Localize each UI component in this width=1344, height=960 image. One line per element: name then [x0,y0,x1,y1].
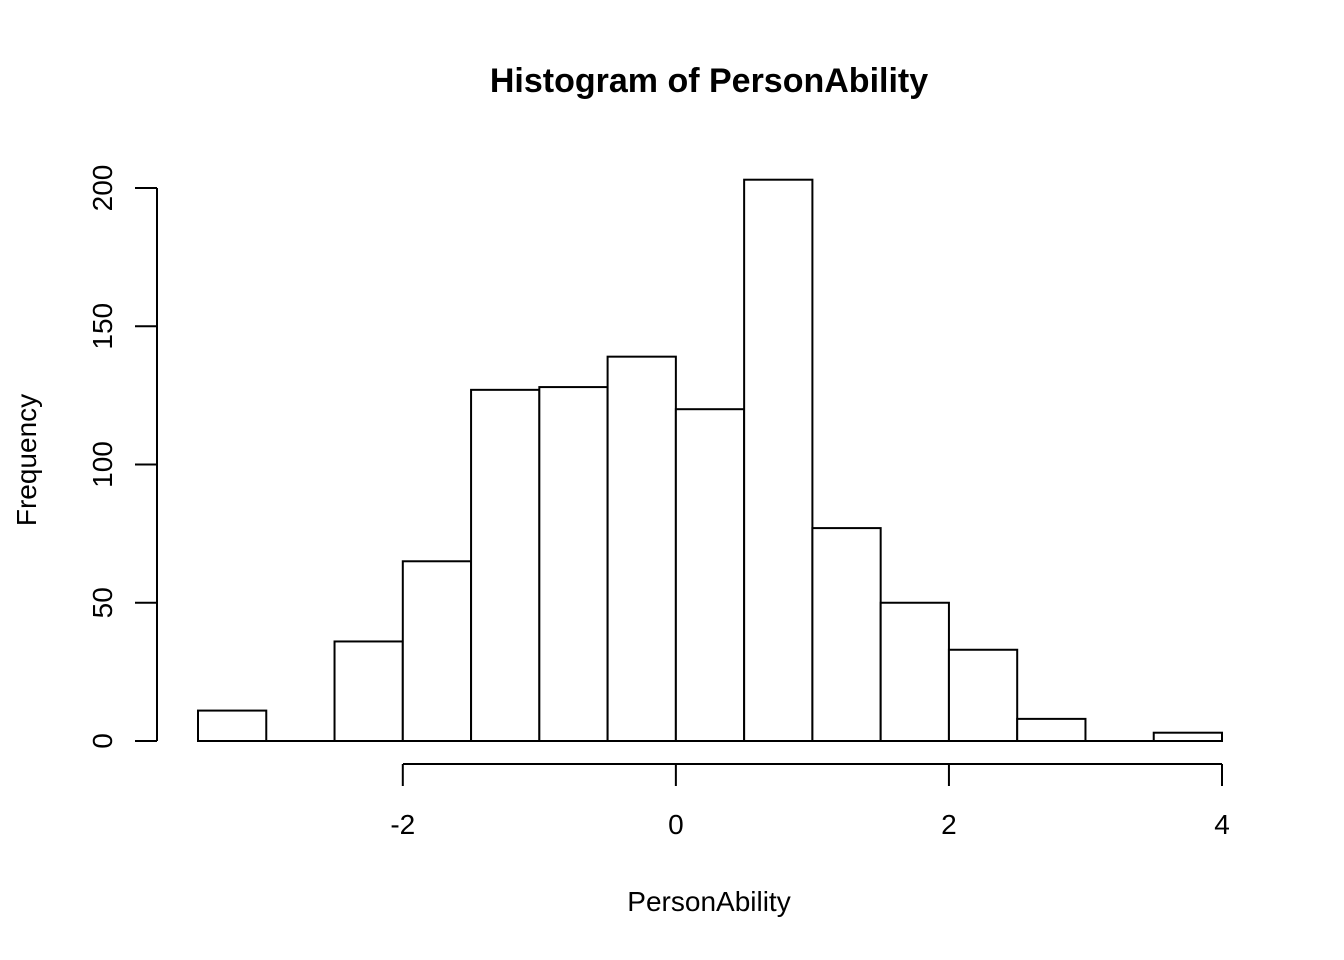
histogram-bar [811,527,882,742]
x-axis-tick-label: 0 [668,809,684,840]
chart-title: Histogram of PersonAbility [490,62,928,100]
y-axis-ticks [135,187,157,742]
histogram-bar [947,648,1019,743]
histogram-bar [1016,717,1087,743]
histogram-bar [674,408,746,742]
y-axis-tick-label: 0 [87,733,118,749]
x-axis-ticks [401,764,1223,786]
histogram-bar [743,178,814,742]
x-axis-tick-label: 4 [1214,809,1230,840]
histogram-bar [606,355,677,742]
y-axis-tick-labels: 0 50 100 150 200 [87,165,118,749]
y-axis-tick-label: 100 [87,441,118,488]
x-axis-tick-label: -2 [390,809,415,840]
histogram-bar [401,560,473,743]
histogram-bar [538,386,609,742]
y-axis-label: Frequency [11,394,42,526]
x-axis-tick-label: 2 [941,809,957,840]
y-axis-tick-label: 150 [87,303,118,350]
histogram-bars [197,178,1223,743]
histogram-bar [470,388,541,742]
y-axis-tick-label: 200 [87,165,118,212]
x-axis-tick-labels: -2 0 2 4 [390,809,1229,840]
histogram-bar [879,601,950,742]
x-axis-label: PersonAbility [627,886,790,917]
histogram-bar [1152,731,1223,743]
histogram-bar [333,640,404,743]
histogram-bar [197,709,268,743]
y-axis-tick-label: 50 [87,587,118,618]
